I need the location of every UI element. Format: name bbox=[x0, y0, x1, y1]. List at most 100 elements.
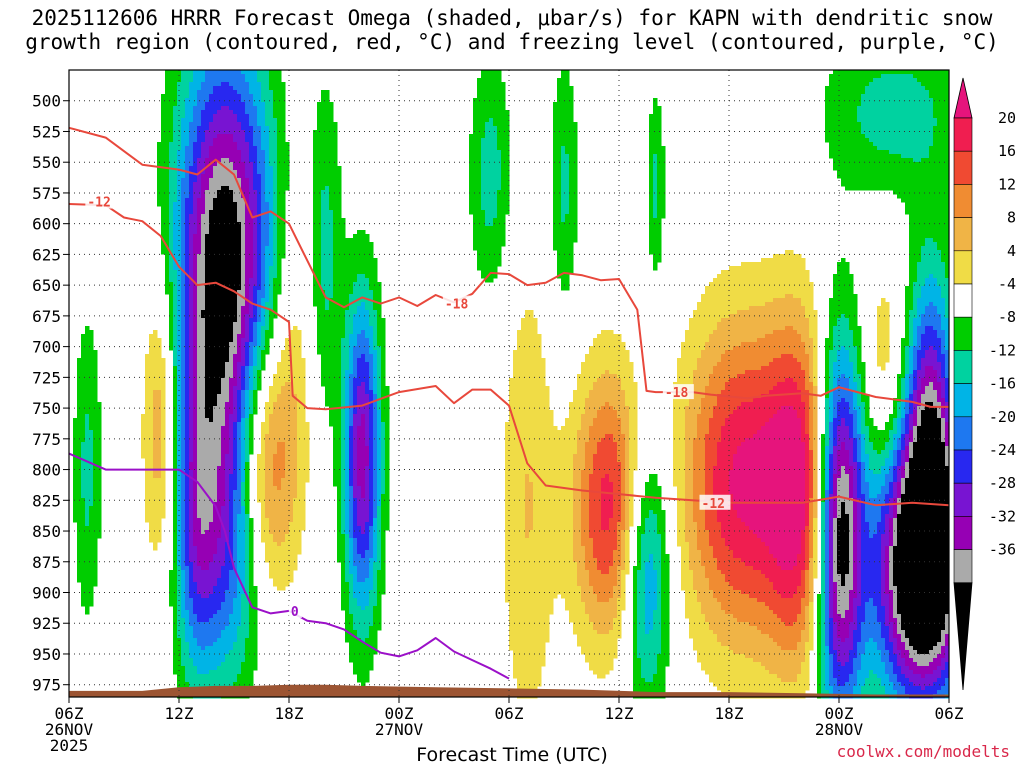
omega-cell bbox=[149, 494, 154, 499]
omega-cell bbox=[281, 354, 286, 359]
omega-cell bbox=[269, 134, 274, 139]
omega-cell bbox=[209, 550, 214, 555]
omega-cell bbox=[197, 402, 202, 407]
omega-cell bbox=[201, 378, 206, 383]
omega-cell bbox=[145, 386, 150, 391]
omega-cell bbox=[221, 514, 226, 519]
omega-cell bbox=[217, 414, 222, 419]
omega-cell bbox=[269, 298, 274, 303]
omega-cell bbox=[225, 254, 230, 259]
omega-cell bbox=[193, 446, 198, 451]
omega-cell bbox=[273, 174, 278, 179]
omega-cell bbox=[81, 406, 86, 411]
omega-cell bbox=[233, 666, 238, 671]
omega-cell bbox=[77, 422, 82, 427]
omega-cell bbox=[221, 430, 226, 435]
omega-cell bbox=[81, 582, 86, 587]
omega-cell bbox=[253, 290, 258, 295]
omega-cell bbox=[201, 638, 206, 643]
omega-cell bbox=[233, 214, 238, 219]
omega-cell bbox=[217, 186, 222, 191]
omega-cell bbox=[253, 122, 258, 127]
omega-cell bbox=[161, 438, 166, 443]
omega-cell bbox=[253, 650, 258, 655]
omega-cell bbox=[245, 110, 250, 115]
omega-cell bbox=[229, 594, 234, 599]
omega-cell bbox=[289, 386, 294, 391]
omega-cell bbox=[257, 378, 262, 383]
omega-cell bbox=[169, 346, 174, 351]
omega-cell bbox=[225, 442, 230, 447]
omega-cell bbox=[149, 526, 154, 531]
omega-cell bbox=[201, 182, 206, 187]
omega-cell bbox=[293, 514, 298, 519]
omega-cell bbox=[269, 390, 274, 395]
omega-cell bbox=[93, 506, 98, 511]
omega-cell bbox=[193, 314, 198, 319]
omega-cell bbox=[165, 202, 170, 207]
omega-cell bbox=[189, 378, 194, 383]
omega-cell bbox=[277, 162, 282, 167]
omega-cell bbox=[221, 482, 226, 487]
omega-cell bbox=[261, 422, 266, 427]
omega-cell bbox=[157, 506, 162, 511]
omega-cell bbox=[177, 394, 182, 399]
omega-cell bbox=[277, 242, 282, 247]
omega-cell bbox=[249, 682, 254, 687]
omega-cell bbox=[237, 302, 242, 307]
omega-cell bbox=[173, 526, 178, 531]
omega-cell bbox=[237, 426, 242, 431]
omega-cell bbox=[173, 234, 178, 239]
omega-cell bbox=[217, 462, 222, 467]
omega-cell bbox=[173, 462, 178, 467]
omega-cell bbox=[93, 478, 98, 483]
omega-cell bbox=[241, 74, 246, 79]
omega-cell bbox=[229, 294, 234, 299]
omega-cell bbox=[237, 534, 242, 539]
omega-cell bbox=[269, 142, 274, 147]
omega-cell bbox=[77, 570, 82, 575]
omega-cell bbox=[237, 678, 242, 683]
omega-cell bbox=[217, 298, 222, 303]
omega-cell bbox=[281, 142, 286, 147]
omega-cell bbox=[213, 682, 218, 687]
omega-cell bbox=[213, 538, 218, 543]
omega-cell bbox=[261, 258, 266, 263]
omega-cell bbox=[189, 282, 194, 287]
omega-cell bbox=[241, 582, 246, 587]
omega-cell bbox=[189, 582, 194, 587]
omega-cell bbox=[213, 634, 218, 639]
omega-cell bbox=[233, 682, 238, 687]
omega-cell bbox=[257, 158, 262, 163]
omega-cell bbox=[189, 578, 194, 583]
omega-cell bbox=[281, 582, 286, 587]
omega-cell bbox=[205, 466, 210, 471]
omega-cell bbox=[169, 322, 174, 327]
omega-cell bbox=[217, 518, 222, 523]
omega-cell bbox=[93, 434, 98, 439]
omega-cell bbox=[225, 486, 230, 491]
omega-cell bbox=[181, 438, 186, 443]
omega-cell bbox=[253, 74, 258, 79]
omega-cell bbox=[181, 122, 186, 127]
omega-cell bbox=[233, 266, 238, 271]
omega-cell bbox=[269, 242, 274, 247]
omega-cell bbox=[189, 658, 194, 663]
omega-cell bbox=[173, 614, 178, 619]
omega-cell bbox=[253, 102, 258, 107]
omega-cell bbox=[205, 462, 210, 467]
omega-cell bbox=[273, 454, 278, 459]
omega-cell bbox=[157, 442, 162, 447]
omega-cell bbox=[209, 190, 214, 195]
omega-cell bbox=[289, 446, 294, 451]
omega-cell bbox=[285, 490, 290, 495]
omega-cell bbox=[193, 118, 198, 123]
omega-cell bbox=[181, 326, 186, 331]
omega-cell bbox=[269, 462, 274, 467]
omega-cell bbox=[209, 626, 214, 631]
omega-cell bbox=[181, 502, 186, 507]
omega-cell bbox=[269, 538, 274, 543]
omega-cell bbox=[285, 546, 290, 551]
omega-cell bbox=[277, 110, 282, 115]
omega-cell bbox=[225, 402, 230, 407]
